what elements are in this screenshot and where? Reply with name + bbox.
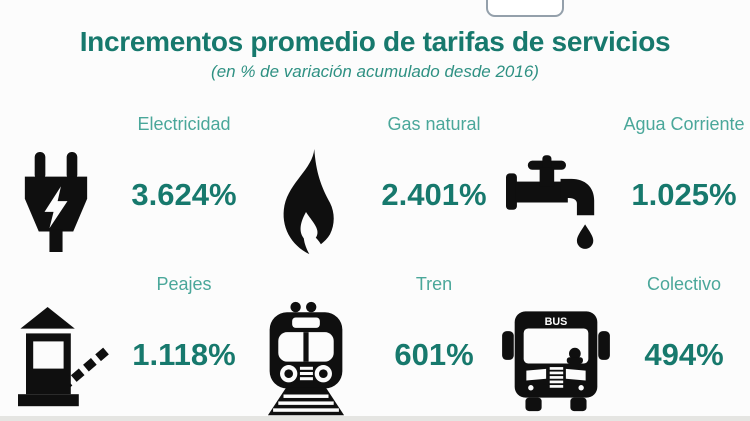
faucet-icon bbox=[502, 146, 610, 258]
service-label: Colectivo bbox=[646, 274, 722, 294]
service-value: 601% bbox=[394, 337, 474, 372]
service-value: 1.118% bbox=[132, 337, 236, 372]
cropped-callout-box bbox=[486, 0, 564, 17]
page-subtitle: (en % de variación acumulado desde 2016) bbox=[211, 62, 539, 81]
bus-icon: BUS bbox=[502, 298, 610, 420]
service-value: 494% bbox=[644, 337, 724, 372]
service-item-water: Agua Corriente 1.025% bbox=[500, 100, 750, 260]
service-item-bus: BUS Colectivo bbox=[500, 260, 750, 421]
services-grid: Electricidad 3.624% Gas natural 2.401% bbox=[0, 100, 750, 421]
train-icon bbox=[252, 298, 360, 420]
service-value: 2.401% bbox=[381, 177, 487, 212]
bottom-edge-strip bbox=[0, 416, 750, 421]
svg-text:BUS: BUS bbox=[545, 316, 568, 328]
service-label: Tren bbox=[415, 274, 453, 294]
plug-icon bbox=[2, 146, 110, 258]
service-item-tolls: Peajes 1.118% bbox=[0, 260, 250, 421]
service-label: Electricidad bbox=[137, 114, 231, 134]
service-item-electricity: Electricidad 3.624% bbox=[0, 100, 250, 260]
service-value: 3.624% bbox=[131, 177, 237, 212]
service-label: Peajes bbox=[156, 274, 212, 294]
service-value: 1.025% bbox=[631, 177, 737, 212]
toll-barrier-icon bbox=[2, 298, 110, 420]
service-item-train: Tren 601% bbox=[250, 260, 500, 421]
service-label: Agua Corriente bbox=[623, 114, 745, 134]
flame-icon bbox=[252, 146, 360, 258]
service-item-gas: Gas natural 2.401% bbox=[250, 100, 500, 260]
service-label: Gas natural bbox=[387, 114, 481, 134]
page-title: Incrementos promedio de tarifas de servi… bbox=[79, 26, 671, 57]
